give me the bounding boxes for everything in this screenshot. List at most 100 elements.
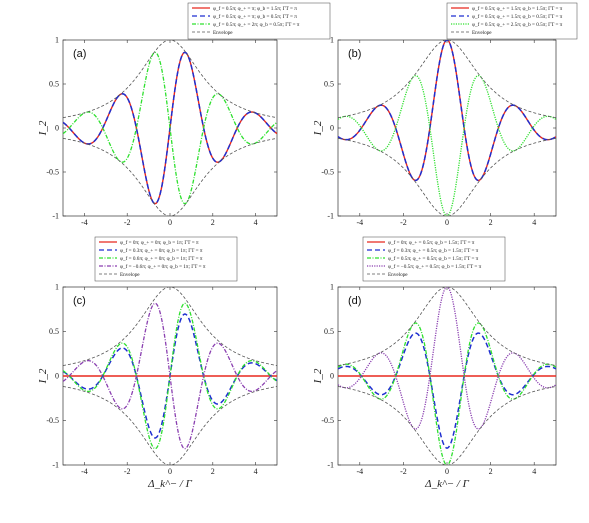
y-tick-label: -1 — [327, 461, 334, 470]
y-tick-label: 0 — [330, 372, 334, 381]
y-axis-label: I_2 — [37, 120, 49, 136]
legend-entry: φ_f = 0.5π; φ_+ = 1.5π; φ_b = 1.5π; ΓT =… — [472, 5, 563, 12]
y-tick-label: 1 — [330, 36, 334, 45]
series-line-4 — [63, 302, 277, 450]
legend-entry: φ_f = 0.3π; φ_+ = 0π; φ_b = 1π; ΓT = π — [120, 247, 203, 254]
x-tick-label: 4 — [254, 218, 258, 227]
plot-area — [338, 40, 556, 216]
legend-entry: φ_f = 0.6π; φ_+ = 0π; φ_b = 1π; ΓT = π — [120, 255, 203, 262]
x-tick-label: -2 — [124, 218, 131, 227]
plot-area — [338, 287, 556, 465]
x-axis-label: Δ_k^− / Γ — [147, 478, 192, 490]
series-line-2 — [338, 332, 556, 449]
series-line-3 — [338, 322, 556, 465]
y-tick-label: 0.5 — [49, 327, 59, 336]
panel-label: (b) — [348, 48, 361, 60]
x-tick-label: -2 — [124, 467, 131, 476]
y-axis-label: I_2 — [312, 120, 324, 136]
legend-entry: Envelope — [472, 30, 492, 36]
panel-label: (a) — [73, 48, 86, 60]
series-line-5-lower — [63, 386, 277, 465]
x-tick-label: -4 — [81, 467, 88, 476]
x-tick-label: 2 — [489, 218, 493, 227]
axes-frame — [337, 39, 557, 217]
y-tick-label: -1 — [52, 212, 59, 221]
y-tick-label: -1 — [327, 212, 334, 221]
y-tick-label: -0.5 — [46, 416, 59, 425]
panel-2: -4 -2 0 2 4 -1 -0.5 0 0.5 1 (b) I_2 φ_f = 0.5π; φ_+ … — [312, 2, 578, 227]
legend: φ_f = 0π; φ_+ = 0.5π; φ_b = 1.5π; ΓT = π… — [362, 236, 506, 282]
y-tick-label: 1 — [330, 283, 334, 292]
legend-entry: φ_f = 0.5π; φ_+ = 2.5π; φ_b = 0.5π; ΓT =… — [472, 21, 563, 28]
x-tick-label: -2 — [400, 467, 407, 476]
legend-box — [94, 236, 238, 282]
y-axis-label: I_2 — [312, 368, 324, 384]
legend-entry: φ_f = −0.5π; φ_+ = 0.5π; φ_b = 1.5π; ΓT … — [388, 263, 482, 270]
series-line-5-lower — [338, 386, 556, 465]
legend: φ_f = 0.5π; φ_+ = π; φ_b = 1.5π; ΓT = πφ… — [187, 2, 331, 40]
series-line-5 — [338, 287, 556, 366]
x-tick-label: -4 — [81, 218, 88, 227]
panel-1: -4 -2 0 2 4 -1 -0.5 0 0.5 1 (a) I_2 φ_f = 0.5π; φ_+ … — [37, 2, 331, 227]
y-tick-label: -0.5 — [321, 168, 334, 177]
x-tick-label: 0 — [445, 218, 449, 227]
panel-label: (c) — [73, 295, 86, 307]
panel-4: -4 -2 0 2 4 -1 -0.5 0 0.5 1 (d) I_2 Δ_k^− / Γ φ_f = 0… — [312, 236, 557, 490]
series-line-1 — [338, 40, 556, 182]
series-line-4 — [338, 287, 556, 430]
plot-area — [63, 40, 277, 216]
series-line-3 — [63, 51, 277, 205]
y-tick-label: 1 — [55, 36, 59, 45]
x-tick-label: 0 — [168, 218, 172, 227]
legend-entry: φ_f = 0.5π; φ_+ = 2π; φ_b = 0.5π; ΓT = π — [213, 21, 300, 28]
x-tick-label: 2 — [211, 467, 215, 476]
legend-entry: Envelope — [120, 272, 140, 278]
plot-area — [63, 287, 277, 465]
legend-entry: φ_f = 0.5π; φ_+ = π; φ_b = 1.5π; ΓT = π — [213, 5, 297, 12]
x-tick-label: 0 — [445, 467, 449, 476]
y-tick-label: 0.5 — [49, 80, 59, 89]
series-line-4 — [63, 40, 277, 119]
legend-entry: φ_f = 0.5π; φ_+ = 1.5π; φ_b = 0.5π; ΓT =… — [472, 13, 563, 20]
y-tick-label: 0 — [55, 124, 59, 133]
legend: φ_f = 0π; φ_+ = 0π; φ_b = 1π; ΓT = πφ_f … — [94, 236, 238, 282]
y-tick-label: -0.5 — [321, 416, 334, 425]
y-tick-label: 0 — [330, 124, 334, 133]
legend-entry: φ_f = 0.5π; φ_+ = 0.5π; φ_b = 1.5π; ΓT =… — [388, 255, 479, 262]
legend-entry: φ_f = 0.5π; φ_+ = π; φ_b = 0.5π; ΓT = π — [213, 13, 297, 20]
series-line-4 — [338, 40, 556, 119]
y-axis-label: I_2 — [37, 368, 49, 384]
legend-entry: Envelope — [388, 272, 408, 278]
series-line-4-lower — [63, 137, 277, 216]
x-tick-label: 2 — [211, 218, 215, 227]
legend-entry: Envelope — [213, 30, 233, 36]
series-line-5 — [63, 287, 277, 366]
panel-label: (d) — [348, 295, 361, 307]
series-line-4-lower — [338, 137, 556, 216]
legend-box — [362, 236, 506, 282]
legend-box — [187, 2, 331, 40]
panel-3: -4 -2 0 2 4 -1 -0.5 0 0.5 1 (c) I_2 Δ_k^− / Γ φ_f = 0… — [37, 236, 278, 490]
y-tick-label: 1 — [55, 283, 59, 292]
legend-box — [446, 2, 578, 40]
legend: φ_f = 0.5π; φ_+ = 1.5π; φ_b = 1.5π; ΓT =… — [446, 2, 578, 40]
x-tick-label: -4 — [356, 218, 363, 227]
legend-entry: φ_f = 0π; φ_+ = 0.5π; φ_b = 1.5π; ΓT = π — [388, 239, 475, 246]
series-line-3 — [338, 74, 556, 216]
legend-entry: φ_f = 0.3π; φ_+ = 0.5π; φ_b = 1.5π; ΓT =… — [388, 247, 479, 254]
x-tick-label: 4 — [254, 467, 258, 476]
y-tick-label: 0 — [55, 372, 59, 381]
y-tick-label: -1 — [52, 461, 59, 470]
series-line-2 — [338, 40, 556, 182]
x-tick-label: 4 — [532, 467, 536, 476]
legend-entry: φ_f = 0π; φ_+ = 0π; φ_b = 1π; ΓT = π — [120, 239, 199, 246]
y-tick-label: -0.5 — [46, 168, 59, 177]
x-tick-label: 4 — [532, 218, 536, 227]
x-axis-label: Δ_k^− / Γ — [424, 478, 469, 490]
x-tick-label: -4 — [356, 467, 363, 476]
x-tick-label: 0 — [168, 467, 172, 476]
y-tick-label: 0.5 — [324, 80, 334, 89]
y-tick-label: 0.5 — [324, 327, 334, 336]
x-tick-label: 2 — [489, 467, 493, 476]
